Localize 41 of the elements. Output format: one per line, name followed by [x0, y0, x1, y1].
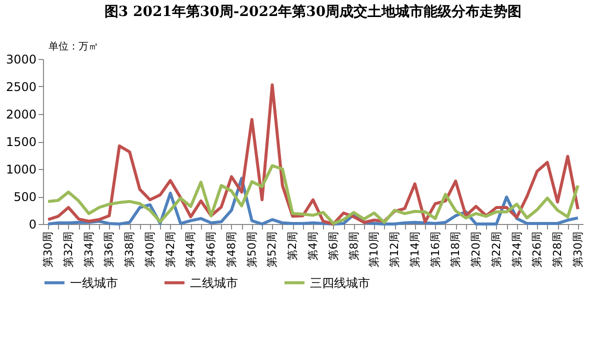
- x-tick-label: 第46周: [204, 232, 218, 268]
- y-tick-label: 2500: [6, 80, 36, 94]
- x-tick-label: 第30周: [42, 232, 55, 268]
- legend-label: 一线城市: [70, 276, 118, 290]
- line-series: [46, 83, 580, 226]
- x-tick-label: 第38周: [123, 232, 136, 268]
- y-tick-label: 3000: [6, 52, 36, 66]
- x-tick-label: 第26周: [530, 232, 544, 268]
- x-tick-label: 第18周: [449, 232, 462, 268]
- chart-title: 图3 2021年第30周-2022年第30周成交土地城市能级分布走势图: [104, 3, 522, 20]
- y-tick-label: 0: [28, 218, 36, 232]
- x-tick-label: 第32周: [62, 232, 75, 268]
- y-tick-label: 1500: [6, 135, 36, 149]
- y-tick-label: 500: [14, 190, 36, 204]
- x-tick-label: 第14周: [408, 232, 422, 268]
- x-tick-label: 第20周: [470, 232, 483, 268]
- x-tick-label: 第16周: [428, 232, 442, 268]
- x-tick-label: 第22周: [490, 232, 503, 268]
- y-tick-label: 1000: [6, 162, 36, 176]
- x-tick-label: 第12周: [388, 232, 402, 268]
- x-tick-label: 第44周: [184, 232, 198, 268]
- x-tick-label: 第50周: [245, 232, 258, 268]
- y-axis-title: 单位：万㎡: [48, 40, 98, 52]
- x-tick-label: 第24周: [510, 232, 524, 268]
- x-tick-label: 第28周: [551, 232, 564, 268]
- x-tick-label: 第48周: [224, 232, 238, 268]
- x-tick-label: 第4周: [306, 232, 320, 260]
- x-tick-label: 第10周: [368, 232, 381, 268]
- x-tick-label: 第36周: [102, 232, 116, 268]
- x-tick-label: 第2周: [286, 232, 300, 260]
- legend-label: 三四线城市: [310, 276, 370, 290]
- x-tick-label: 第40周: [143, 232, 156, 268]
- line-series: [46, 164, 580, 225]
- x-tick-label: 第6周: [326, 232, 340, 260]
- legend-label: 二线城市: [190, 276, 238, 290]
- x-tick-label: 第42周: [164, 232, 177, 268]
- x-tick-label: 第34周: [82, 232, 96, 268]
- y-tick-label: 2000: [6, 108, 36, 122]
- x-tick-label: 第52周: [266, 232, 279, 268]
- x-tick-label: 第30周: [571, 232, 584, 268]
- x-tick-label: 第8周: [347, 232, 360, 260]
